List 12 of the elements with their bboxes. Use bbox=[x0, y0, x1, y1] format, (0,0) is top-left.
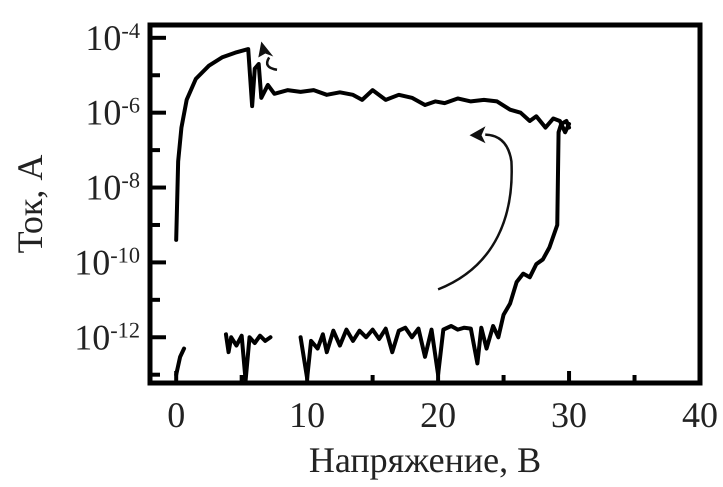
x-axis-title: Напряжение, В bbox=[308, 440, 542, 480]
x-tick-label: 40 bbox=[682, 395, 718, 435]
y-tick-label: 10$^{-4}$ bbox=[85, 17, 140, 58]
x-tick-label: 0 bbox=[167, 395, 186, 435]
y-tick-label: 10$^{-10}$ bbox=[74, 242, 140, 282]
y-tick-label: 10$^{-12}$ bbox=[74, 316, 140, 358]
y-axis-title: Ток, А bbox=[10, 154, 50, 254]
y-tick-label: 10$^{-6}$ bbox=[85, 92, 140, 133]
y-tick-label: 10$^{-8}$ bbox=[85, 167, 140, 208]
x-tick-label: 10 bbox=[289, 395, 326, 435]
x-tick-label: 30 bbox=[551, 395, 588, 435]
x-tick-label: 20 bbox=[420, 395, 456, 435]
